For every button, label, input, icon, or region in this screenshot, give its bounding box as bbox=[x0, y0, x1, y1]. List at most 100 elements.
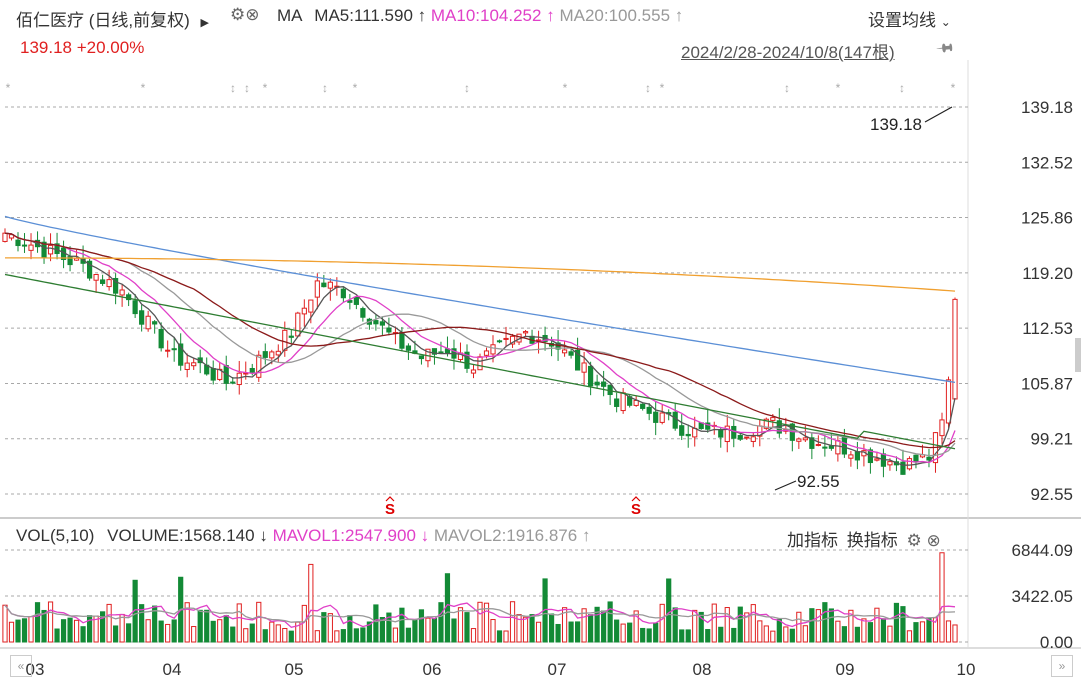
settings-ma-button[interactable]: 设置均线 ⌄ bbox=[868, 6, 951, 31]
candle-body bbox=[47, 244, 54, 255]
close-icon[interactable]: ⊗ bbox=[245, 5, 260, 24]
candle-body bbox=[614, 398, 620, 407]
volume-bar bbox=[438, 602, 444, 643]
volume-bar bbox=[496, 630, 503, 643]
volume-bar bbox=[568, 621, 574, 643]
volume-bar bbox=[770, 630, 776, 643]
volume-bar bbox=[418, 609, 425, 643]
volume-bar bbox=[698, 611, 704, 643]
volume-bar bbox=[457, 607, 464, 643]
low-annotation-label: 92.55 bbox=[797, 472, 840, 491]
candle-body bbox=[731, 425, 737, 439]
scroll-left-button[interactable]: « bbox=[10, 655, 32, 677]
candle-body bbox=[269, 351, 275, 359]
ma-legend: MA MA5:111.590 ↑ MA10:104.252 ↑ MA20:100… bbox=[277, 6, 683, 26]
volume-bar bbox=[334, 630, 340, 643]
event-marker: * bbox=[660, 81, 665, 95]
candle-body bbox=[327, 281, 333, 289]
volume-bar bbox=[314, 630, 320, 643]
candle-body bbox=[86, 260, 93, 279]
candle-body bbox=[438, 351, 444, 354]
volume-bar bbox=[627, 622, 633, 643]
volume-bar bbox=[490, 619, 496, 643]
x-tick-label: 04 bbox=[163, 660, 182, 679]
volume-bar bbox=[425, 617, 431, 643]
volume-bar bbox=[158, 620, 164, 643]
event-marker: * bbox=[263, 81, 268, 95]
expand-triangle-icon[interactable]: ▶ bbox=[200, 17, 209, 29]
volume-bar bbox=[516, 614, 522, 643]
candle-body bbox=[854, 451, 860, 461]
candle-body bbox=[939, 419, 945, 437]
volume-bar bbox=[464, 612, 470, 643]
volume-bar bbox=[724, 607, 730, 643]
event-marker: * bbox=[141, 81, 146, 95]
volume-bar bbox=[126, 623, 132, 643]
candle-body bbox=[191, 362, 197, 367]
volume-bar bbox=[692, 609, 698, 643]
high-annotation-label: 139.18 bbox=[870, 115, 922, 134]
candle-body bbox=[262, 351, 268, 358]
candle-body bbox=[561, 349, 568, 354]
gear-icon[interactable]: ⚙ bbox=[906, 531, 922, 550]
volume-bar bbox=[60, 619, 67, 643]
volume-bar bbox=[470, 628, 477, 643]
candle-body bbox=[100, 279, 106, 284]
candle-body bbox=[93, 274, 99, 281]
candle-body bbox=[373, 320, 379, 325]
gear-icon[interactable]: ⚙ bbox=[230, 5, 246, 24]
change-indicator-button[interactable]: 换指标 bbox=[846, 531, 898, 550]
candle-body bbox=[822, 446, 828, 449]
indicator-actions: 加指标 换指标 ⚙ ⊗ bbox=[787, 526, 941, 551]
candle-body bbox=[119, 289, 125, 296]
volume-bar bbox=[919, 621, 926, 643]
volume-tick-label: 3422.05 bbox=[1012, 587, 1073, 606]
scroll-right-button[interactable]: » bbox=[1051, 655, 1073, 677]
candle-body bbox=[431, 348, 438, 355]
candle-body bbox=[340, 288, 346, 299]
volume-bar bbox=[874, 607, 880, 643]
volume-bar bbox=[588, 614, 594, 643]
volume-bar bbox=[217, 619, 223, 643]
volume-bar bbox=[705, 629, 711, 643]
volume-bar bbox=[906, 630, 913, 643]
candle-body bbox=[815, 443, 821, 446]
volume-bar bbox=[601, 610, 607, 643]
volume-bar bbox=[575, 621, 581, 643]
event-marker: ↕ bbox=[464, 81, 470, 95]
volume-bar bbox=[952, 624, 958, 643]
volume-bar bbox=[191, 626, 197, 643]
candle-body bbox=[15, 239, 21, 247]
candle-body bbox=[841, 435, 847, 455]
close-icon[interactable]: ⊗ bbox=[926, 531, 941, 550]
volume-bar bbox=[809, 608, 815, 643]
volume-bar bbox=[789, 628, 795, 643]
period-info: (日线,前复权) bbox=[88, 11, 190, 30]
volume-bar bbox=[939, 552, 945, 643]
volume-bar bbox=[392, 627, 399, 643]
chevron-down-icon: ⌄ bbox=[940, 15, 951, 29]
candle-body bbox=[744, 436, 750, 439]
volume-bar bbox=[8, 621, 15, 643]
volume-bar bbox=[776, 618, 782, 643]
event-marker: * bbox=[6, 81, 11, 95]
candle-body bbox=[288, 335, 294, 338]
volume-tick-label: 0.00 bbox=[1040, 633, 1073, 652]
volume-bar bbox=[653, 622, 659, 643]
volume-bar bbox=[796, 611, 802, 643]
candle-body bbox=[295, 312, 301, 337]
volume-bar bbox=[47, 601, 54, 643]
mavol2-value: MAVOL2:1916.876 bbox=[433, 526, 578, 545]
add-indicator-button[interactable]: 加指标 bbox=[787, 531, 838, 550]
candle-body bbox=[737, 435, 743, 440]
volume-bar bbox=[308, 563, 314, 643]
volume-bar bbox=[672, 607, 678, 643]
volume-bar bbox=[750, 604, 756, 643]
x-tick-label: 03 bbox=[26, 660, 45, 679]
side-scroll-handle[interactable] bbox=[1075, 338, 1081, 372]
volume-bar bbox=[679, 629, 685, 643]
signal-mark-arrow bbox=[631, 496, 641, 502]
candle-body bbox=[802, 437, 808, 441]
ma250-line bbox=[5, 257, 956, 292]
